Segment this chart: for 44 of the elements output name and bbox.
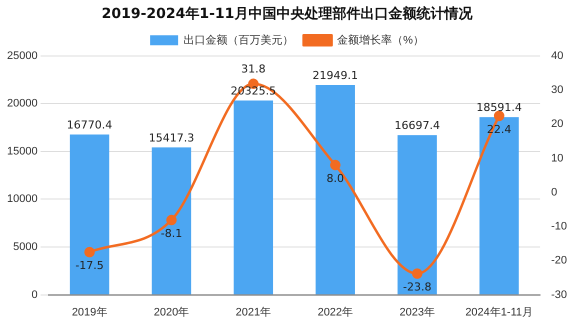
data-label: -23.8 — [402, 280, 432, 294]
legend-label: 出口金额（百万美元） — [184, 33, 294, 46]
bar — [398, 135, 437, 294]
x-tick-label: 2022年 — [318, 306, 354, 318]
y2-tick-label: -20 — [551, 254, 568, 267]
point — [84, 246, 95, 258]
data-label: -8.1 — [160, 226, 182, 240]
y-tick-label: 25000 — [6, 50, 38, 62]
y2-tick-label: 20 — [551, 118, 564, 130]
bar — [316, 84, 355, 294]
bar — [479, 117, 519, 294]
y2-tick-label: 10 — [551, 152, 564, 164]
data-label: 31.8 — [241, 62, 266, 76]
y2-tick-label: 30 — [551, 84, 564, 96]
y2-tick-label: 40 — [551, 50, 564, 62]
data-label: 16770.4 — [66, 118, 112, 132]
x-tick-label: 2023年 — [399, 306, 435, 318]
y2-tick-label: -30 — [551, 288, 568, 301]
data-label: 16697.4 — [394, 119, 440, 132]
x-tick-label: 2019年 — [72, 306, 108, 318]
y-tick-label: 20000 — [6, 98, 38, 110]
data-label: 8.0 — [326, 172, 344, 185]
y-tick-label: 15000 — [6, 145, 38, 158]
x-tick-label: 2024年1-11月 — [465, 306, 533, 318]
bar — [152, 147, 192, 294]
data-label: 15417.3 — [148, 131, 194, 144]
bar — [70, 134, 110, 294]
data-label: -17.5 — [75, 258, 104, 272]
y-tick-label: 10000 — [6, 193, 38, 206]
chart-title: 2019-2024年1-11月中国中央处理部件出口金额统计情况 — [102, 5, 474, 22]
x-tick-label: 2021年 — [236, 306, 272, 318]
y-tick-label: 5000 — [13, 241, 38, 254]
x-tick-label: 2020年 — [154, 306, 190, 318]
y2-tick-label: 0 — [551, 186, 558, 198]
legend-label: 金额增长率（%） — [337, 33, 424, 46]
point — [330, 160, 341, 170]
y2-tick-label: -10 — [551, 220, 568, 233]
point — [412, 268, 422, 279]
data-label: 21949.1 — [312, 68, 358, 82]
bar — [234, 100, 274, 294]
point — [494, 110, 504, 122]
y-tick-label: 0 — [31, 288, 38, 301]
point — [166, 214, 177, 226]
data-label: 18591.4 — [476, 100, 522, 114]
